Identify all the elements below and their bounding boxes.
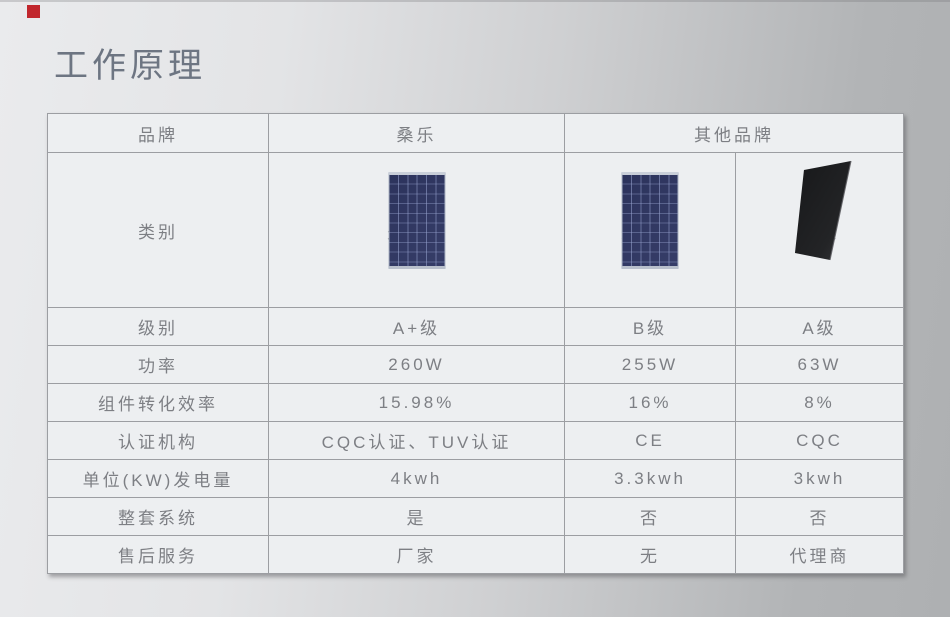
sangle-category-cell: 多晶硅 bbox=[268, 152, 565, 308]
table-row-generation: 单位(KW)发电量 4kwh 3.3kwh 3kwh bbox=[47, 459, 904, 498]
sangle-value: CQC认证、TUV认证 bbox=[268, 421, 565, 460]
other1-value: 255W bbox=[564, 345, 736, 384]
thin-film-panel-image bbox=[794, 160, 852, 261]
row-label-category: 类别 bbox=[47, 152, 269, 308]
table-row-efficiency: 组件转化效率 15.98% 16% 8% bbox=[47, 383, 904, 422]
row-label: 级别 bbox=[47, 307, 269, 346]
other2-value: 否 bbox=[735, 497, 904, 536]
comparison-table: 品牌 桑乐 其他品牌 类别 多晶硅 多晶硅 bbox=[47, 113, 904, 574]
header-brand: 品牌 bbox=[47, 113, 269, 153]
brand-logo-red-square bbox=[27, 5, 40, 18]
other1-value: CE bbox=[564, 421, 736, 460]
other1-value: B级 bbox=[564, 307, 736, 346]
table-row-after-sales: 售后服务 厂家 无 代理商 bbox=[47, 535, 904, 574]
table-header-row: 品牌 桑乐 其他品牌 bbox=[47, 113, 904, 153]
table-row-certification: 认证机构 CQC认证、TUV认证 CE CQC bbox=[47, 421, 904, 460]
row-label: 整套系统 bbox=[47, 497, 269, 536]
sangle-value: 厂家 bbox=[268, 535, 565, 574]
other2-value: 代理商 bbox=[735, 535, 904, 574]
table-row-full-system: 整套系统 是 否 否 bbox=[47, 497, 904, 536]
other1-value: 3.3kwh bbox=[564, 459, 736, 498]
other2-value: CQC bbox=[735, 421, 904, 460]
sangle-value: 是 bbox=[268, 497, 565, 536]
row-label: 功率 bbox=[47, 345, 269, 384]
header-other-brands: 其他品牌 bbox=[564, 113, 904, 153]
page-title: 工作原理 bbox=[54, 47, 206, 85]
table-row-grade: 级别 A+级 B级 A级 bbox=[47, 307, 904, 346]
row-label: 组件转化效率 bbox=[47, 383, 269, 422]
row-label: 单位(KW)发电量 bbox=[47, 459, 269, 498]
other2-value: 8% bbox=[735, 383, 904, 422]
solar-panel-image bbox=[388, 172, 445, 269]
category-row: 类别 多晶硅 多晶硅 bbox=[47, 152, 904, 308]
row-label: 认证机构 bbox=[47, 421, 269, 460]
other1-value: 否 bbox=[564, 497, 736, 536]
other1-value: 16% bbox=[564, 383, 736, 422]
header-sangle: 桑乐 bbox=[268, 113, 565, 153]
table-row-power: 功率 260W 255W 63W bbox=[47, 345, 904, 384]
row-label: 售后服务 bbox=[47, 535, 269, 574]
other2-value: 3kwh bbox=[735, 459, 904, 498]
other2-value: A级 bbox=[735, 307, 904, 346]
other1-value: 无 bbox=[564, 535, 736, 574]
other2-value: 63W bbox=[735, 345, 904, 384]
sangle-value: A+级 bbox=[268, 307, 565, 346]
solar-panel-image bbox=[621, 172, 679, 269]
sangle-value: 4kwh bbox=[268, 459, 565, 498]
other-brand1-category-cell: 多晶硅 bbox=[564, 152, 736, 308]
sangle-value: 15.98% bbox=[268, 383, 565, 422]
other-brand2-category-cell: 薄膜 bbox=[735, 152, 904, 308]
sangle-value: 260W bbox=[268, 345, 565, 384]
